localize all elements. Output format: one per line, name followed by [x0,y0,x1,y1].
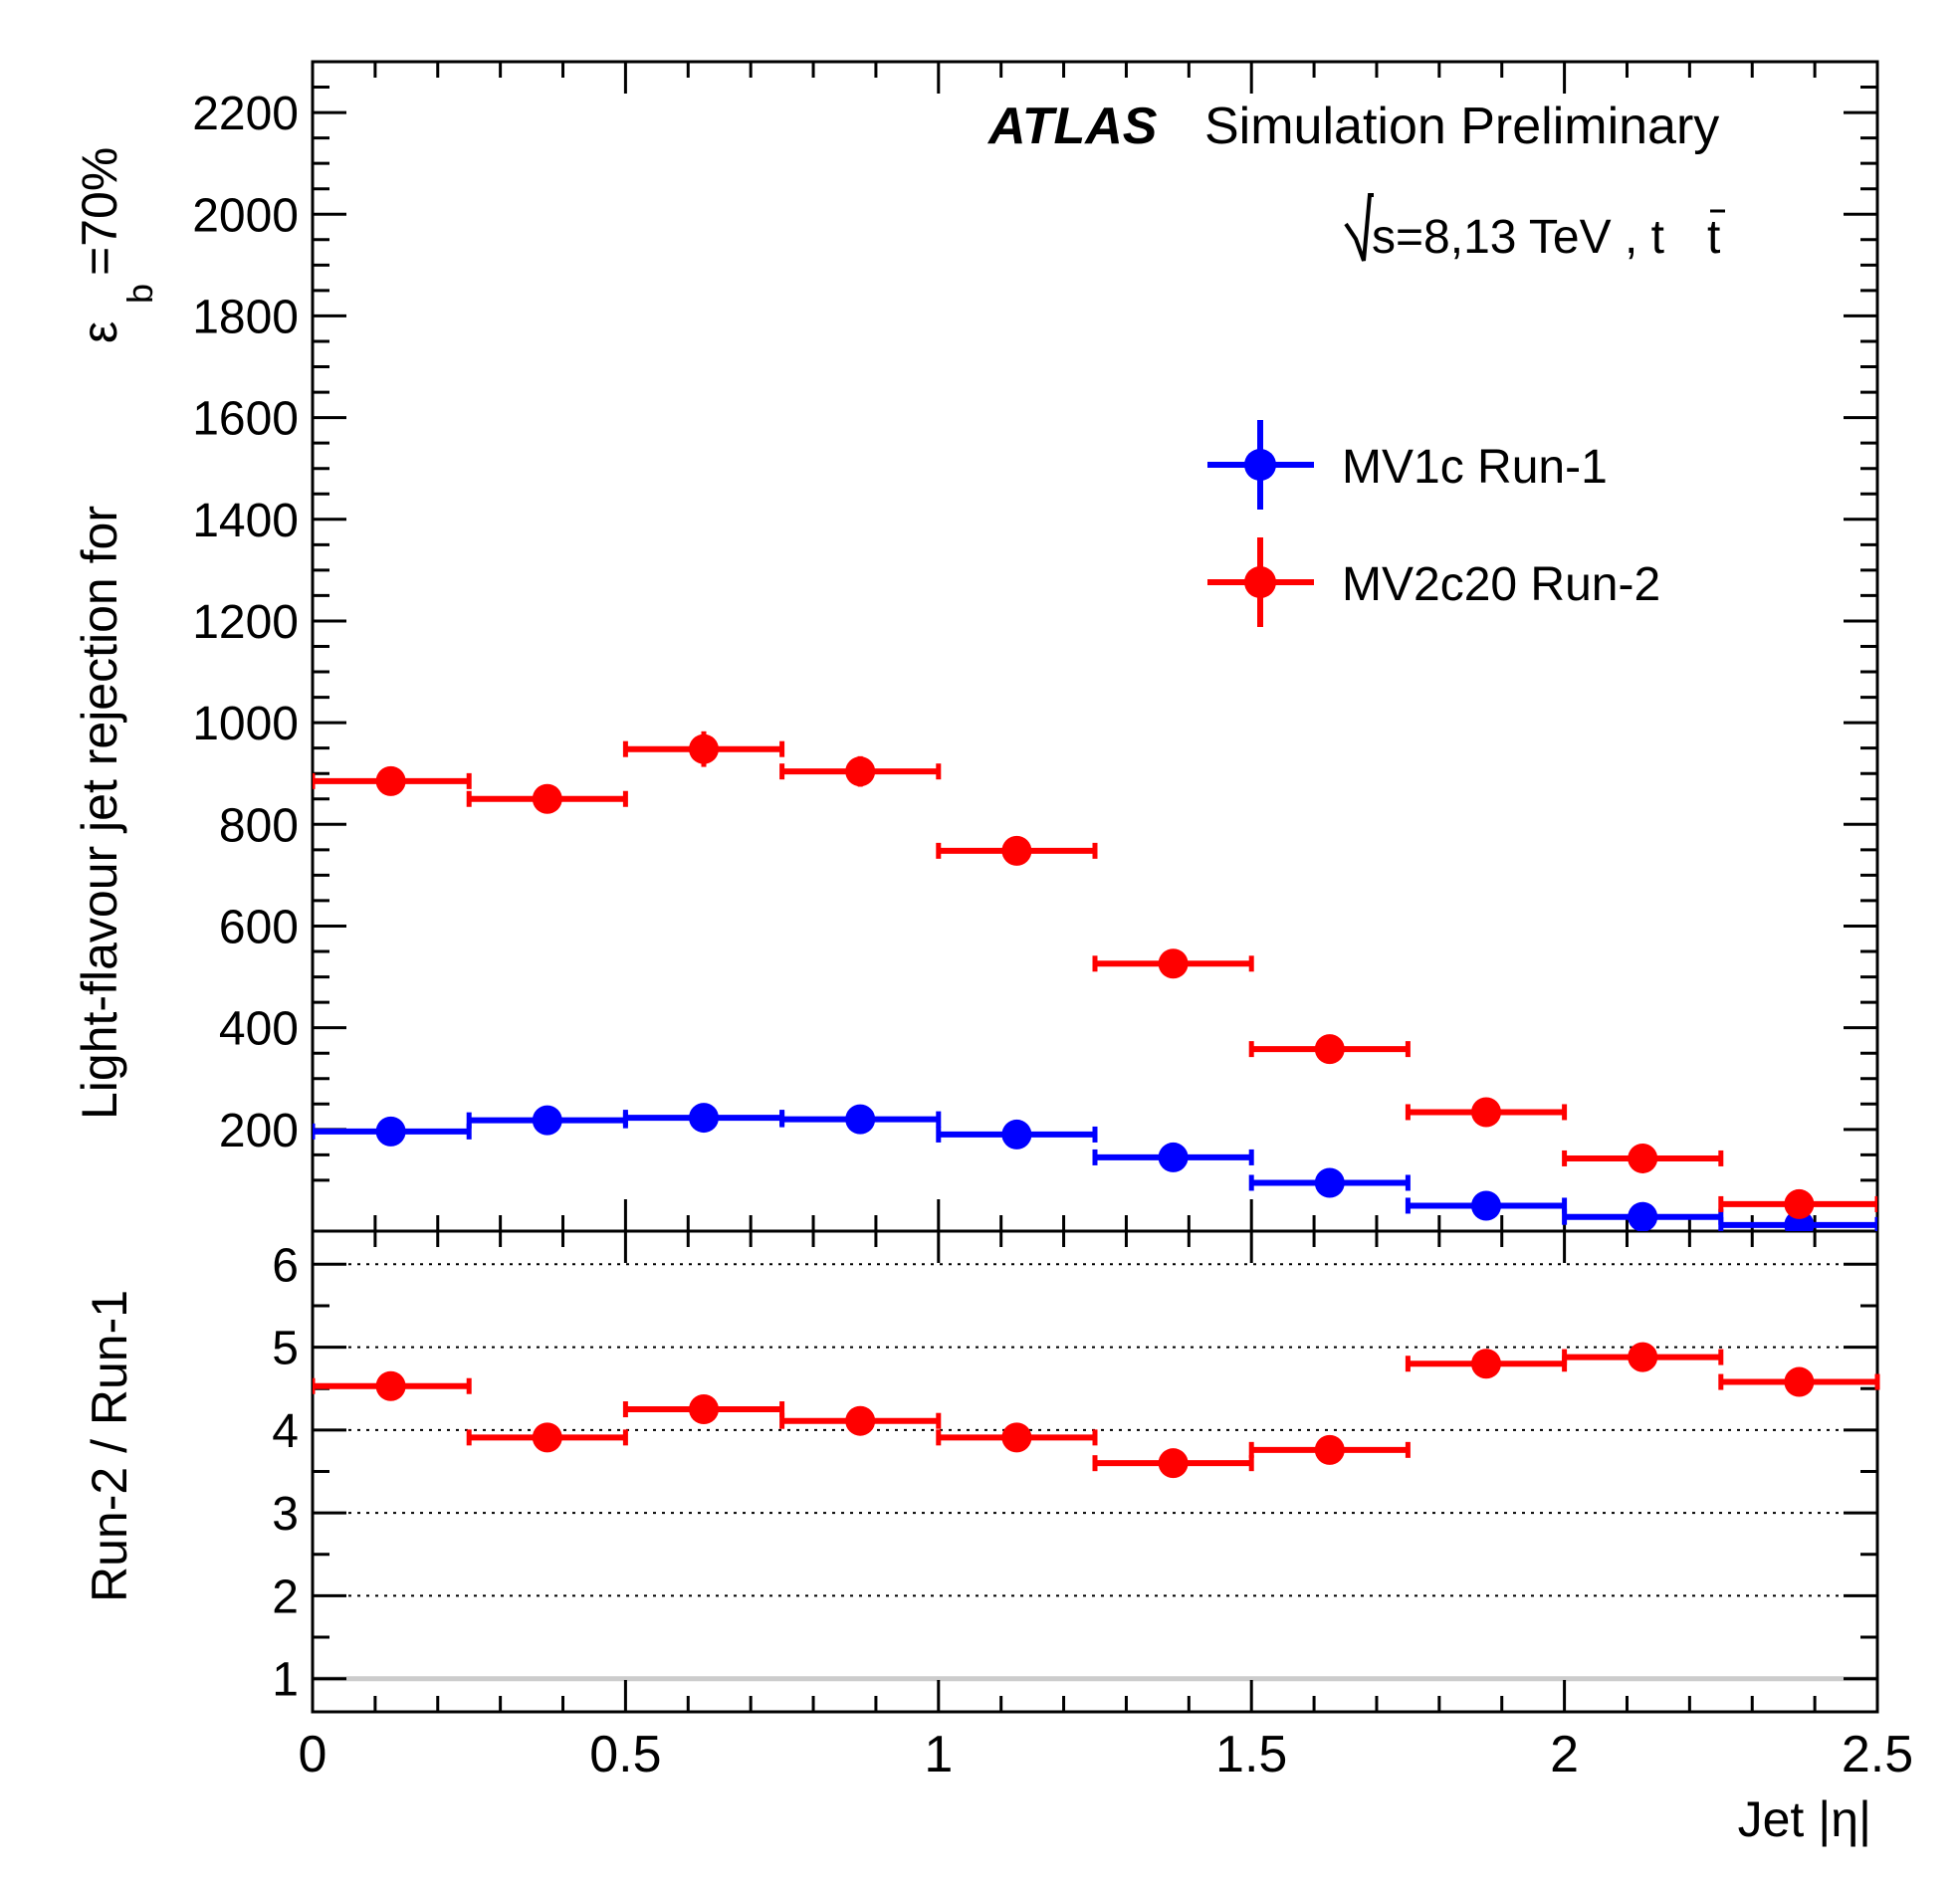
y-tick-label-top: 2200 [192,88,299,140]
ratio-plot-frame [311,1229,1879,1714]
axis-ticks [311,60,1879,1712]
data-point [1158,1448,1189,1479]
data-point [689,1394,719,1425]
legend-entry-mv2c20: MV2c20 Run-2 [1207,537,1660,627]
y-tick-label-top: 200 [219,1105,299,1157]
data-point [1471,1190,1501,1221]
data-point [532,1422,562,1453]
atlas-label: ATLAS [986,98,1158,155]
data-point [532,783,562,814]
legend-marker-dot [1244,566,1276,598]
data-point [1001,1119,1032,1150]
y-tick-label-top: 1000 [192,698,299,750]
y-tick-label-top: 800 [219,799,299,852]
energy-tbar: t [1707,211,1720,264]
y-tick-label-top: 2000 [192,189,299,242]
data-point [375,1116,406,1147]
y-tick-label-top: 1200 [192,596,299,649]
data-point [1001,1422,1032,1453]
data-point [375,765,406,796]
data-point [1784,1188,1815,1219]
data-point [375,1370,406,1401]
top-data-group [313,731,1877,1231]
status-label: Simulation Preliminary [1204,98,1719,155]
data-points [313,731,1880,1479]
y-tick-label-top: 1600 [192,393,299,446]
y-tick-label-top: 400 [219,1003,299,1056]
data-point [1471,1349,1501,1379]
data-point [1158,948,1189,979]
legend-marker-dot [1244,449,1276,481]
data-point [1314,1167,1345,1198]
energy-label: s=8,13 TeV , t t [1344,193,1725,264]
x-tick-label: 0.5 [589,1726,661,1783]
x-tick-label: 2 [1550,1726,1579,1783]
data-point [845,1104,876,1135]
data-point [1471,1097,1501,1128]
legend-label-mv1c: MV1c Run-1 [1342,441,1608,494]
y-tick-label-ratio: 2 [272,1570,299,1623]
y-tick-label-ratio: 1 [272,1654,299,1707]
data-point [1628,1201,1658,1231]
data-point [1158,1142,1189,1172]
data-point [1314,1034,1345,1065]
x-tick-label: 1 [924,1726,953,1783]
data-point [1628,1342,1658,1372]
y-axis-title-epsilon: ε [72,321,127,343]
sqrt-symbol-icon [1344,193,1374,262]
y-axis-title-subscript: b [119,284,160,304]
y-tick-label-top: 1800 [192,291,299,343]
ratio-gridlines [313,1263,1877,1682]
x-tick-label: 2.5 [1842,1726,1913,1783]
data-point [1001,835,1032,866]
data-point [1628,1143,1658,1173]
data-point [845,756,876,787]
data-point [1314,1434,1345,1465]
legend-label-mv2c20: MV2c20 Run-2 [1342,558,1660,611]
y-tick-label-ratio: 4 [272,1405,299,1458]
y-axis-title-suffix: =70% [72,147,127,276]
data-point [689,733,719,764]
y-tick-label-top: 600 [219,901,299,953]
y-tick-label-top: 1400 [192,495,299,547]
data-point [689,1103,719,1134]
y-axis-title-text: Light-flavour jet rejection for [72,506,127,1120]
tick-labels: 2004006008001000120014001600180020002200… [192,88,1913,1783]
legend-entry-mv1c: MV1c Run-1 [1207,420,1608,510]
y-tick-label-ratio: 3 [272,1488,299,1541]
x-axis-title: Jet |η| [1738,1791,1871,1847]
x-tick-label: 1.5 [1215,1726,1287,1783]
data-point [1784,1366,1815,1397]
data-point [845,1405,876,1436]
x-tick-label: 0 [299,1726,327,1783]
ratio-data-group [313,1342,1880,1479]
y-tick-label-ratio: 6 [272,1239,299,1292]
data-point [532,1105,562,1136]
legend: MV1c Run-1 MV2c20 Run-2 [1207,420,1660,627]
y-axis-title-ratio: Run-2 / Run-1 [82,1290,137,1602]
y-axis-title-top: Light-flavour jet rejection for ε b =70% [72,147,160,1120]
y-tick-label-ratio: 5 [272,1323,299,1375]
energy-text: s=8,13 TeV , t [1372,211,1664,264]
